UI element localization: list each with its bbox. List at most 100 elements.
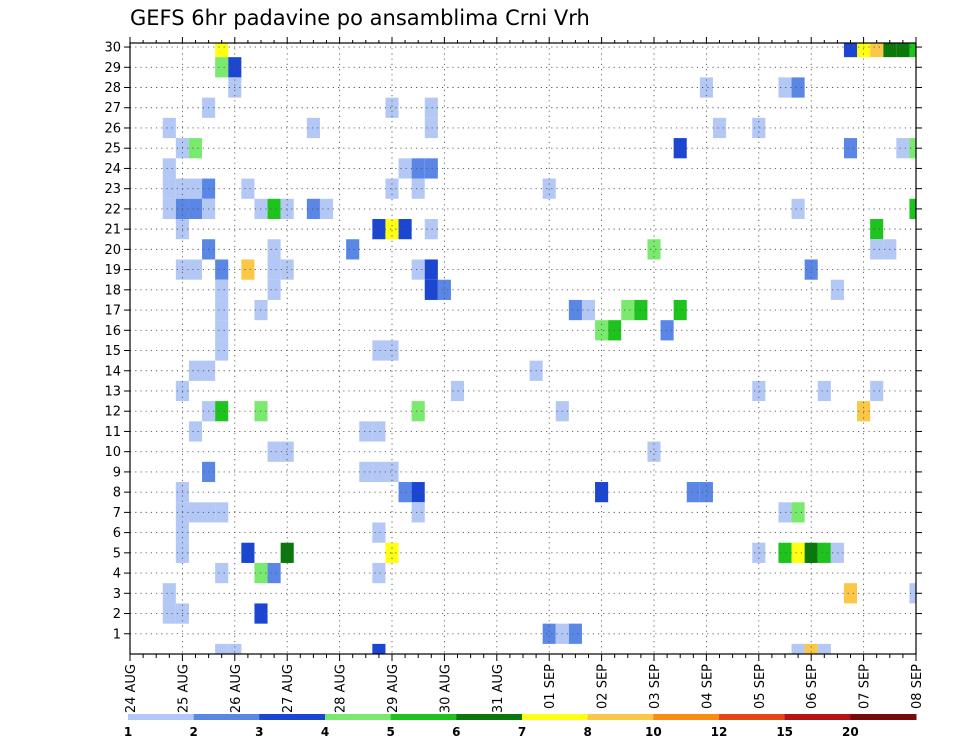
y-tick-label: 16: [104, 324, 121, 339]
heatmap-cell: [843, 43, 858, 58]
y-tick-label: 3: [113, 587, 121, 602]
heatmap-cell: [660, 320, 674, 341]
colorbar-label: 4: [321, 725, 329, 739]
y-tick-label: 26: [104, 121, 121, 136]
heatmap-cell: [843, 583, 858, 604]
heatmap-cell: [359, 461, 373, 483]
heatmap-cell: [241, 259, 255, 280]
y-tick-label: 23: [104, 182, 121, 197]
colorbar-label: 15: [776, 725, 793, 739]
y-tick-label: 10: [104, 445, 121, 460]
colorbar-swatch: [522, 714, 589, 720]
heatmap-cell: [411, 401, 425, 422]
heatmap-cell: [896, 43, 910, 58]
heatmap-cell: [778, 502, 792, 523]
heatmap-cell: [215, 401, 229, 422]
y-tick-label: 28: [104, 81, 121, 96]
heatmap-cell: [188, 259, 203, 280]
heatmap-cell: [752, 117, 766, 139]
heatmap-cell: [215, 279, 229, 300]
heatmap-cell: [162, 178, 176, 199]
colorbar-label: 20: [842, 725, 859, 739]
heatmap-cell: [215, 562, 229, 584]
heatmap-cell: [267, 198, 281, 220]
heatmap-cell: [372, 643, 386, 654]
heatmap-cell: [424, 117, 438, 139]
heatmap-cell: [568, 623, 582, 644]
x-tick-label: 24 AUG: [124, 664, 139, 713]
y-tick-label: 1: [113, 627, 121, 642]
heatmap-cell: [909, 138, 916, 159]
y-tick-label: 14: [104, 364, 121, 379]
colorbar-swatch: [587, 714, 654, 720]
colorbar-swatch: [850, 714, 917, 720]
heatmap-cell: [267, 279, 281, 300]
x-tick-label: 01 SEP: [543, 664, 558, 709]
colorbar-swatch: [456, 714, 523, 720]
heatmap-cell: [673, 138, 687, 159]
y-tick-label: 30: [104, 41, 121, 56]
heatmap-cell: [817, 542, 831, 563]
colorbar-label: 10: [645, 725, 662, 739]
heatmap-cell: [778, 77, 792, 98]
heatmap-cell: [595, 320, 609, 341]
y-tick-label: 25: [104, 142, 121, 157]
y-axis-ticks: 1234567891011121314151617181920212223242…: [104, 41, 922, 642]
heatmap-cell: [883, 43, 897, 58]
colorbar-swatch: [193, 714, 260, 720]
heatmap-cell: [411, 259, 425, 280]
colorbar-label: 7: [518, 725, 526, 739]
y-tick-label: 9: [113, 465, 121, 480]
heatmap-cell: [909, 583, 916, 604]
y-tick-label: 15: [104, 344, 121, 359]
colorbar-label: 1: [124, 725, 132, 739]
y-tick-label: 12: [104, 405, 121, 420]
x-tick-label: 28 AUG: [334, 664, 349, 713]
heatmap-cell: [215, 43, 229, 58]
y-tick-label: 18: [104, 283, 121, 298]
heatmap-cell: [909, 43, 916, 58]
heatmap-cell: [634, 299, 648, 321]
y-tick-label: 24: [104, 162, 121, 177]
heatmap-cell: [385, 461, 399, 483]
y-tick-label: 8: [113, 486, 121, 501]
colorbar-label: 3: [255, 725, 263, 739]
y-tick-label: 5: [113, 546, 121, 561]
heatmap-cell: [372, 340, 386, 361]
chart-title: GEFS 6hr padavine po ansamblima Crni Vrh: [130, 6, 590, 30]
heatmap-cell: [267, 441, 281, 462]
heatmap-cell: [162, 158, 176, 179]
heatmap-cell: [241, 178, 255, 199]
heatmap-cell: [424, 279, 438, 300]
heatmap-cell: [372, 219, 386, 240]
heatmap-cell: [699, 77, 713, 98]
heatmap-cell: [162, 583, 176, 604]
heatmap-cell: [870, 380, 884, 402]
heatmap-cell: [215, 643, 229, 654]
x-tick-label: 27 AUG: [281, 664, 296, 713]
colorbar-label: 2: [189, 725, 197, 739]
heatmap-cell: [398, 482, 412, 503]
heatmap-cell: [306, 198, 320, 220]
colorbar-swatch: [390, 714, 457, 720]
heatmap-cell: [267, 259, 281, 280]
colorbar-label: 5: [386, 725, 394, 739]
y-tick-label: 29: [104, 61, 121, 76]
heatmap-cell: [424, 219, 438, 240]
heatmap-cell: [411, 482, 425, 503]
heatmap-cell: [791, 77, 805, 98]
heatmap-cell: [712, 117, 727, 139]
heatmap-cell: [870, 239, 884, 260]
y-tick-label: 27: [104, 101, 121, 116]
heatmap-cell: [215, 340, 229, 361]
heatmap-cell: [411, 178, 425, 199]
colorbar-label: 12: [711, 725, 728, 739]
heatmap-cell: [437, 279, 451, 300]
heatmap-cell: [673, 299, 687, 321]
heatmap-cell: [424, 158, 438, 179]
x-tick-label: 31 AUG: [491, 664, 506, 713]
heatmap-cell: [372, 562, 386, 584]
heatmap-cell: [346, 239, 360, 260]
heatmap-cell: [647, 239, 661, 260]
